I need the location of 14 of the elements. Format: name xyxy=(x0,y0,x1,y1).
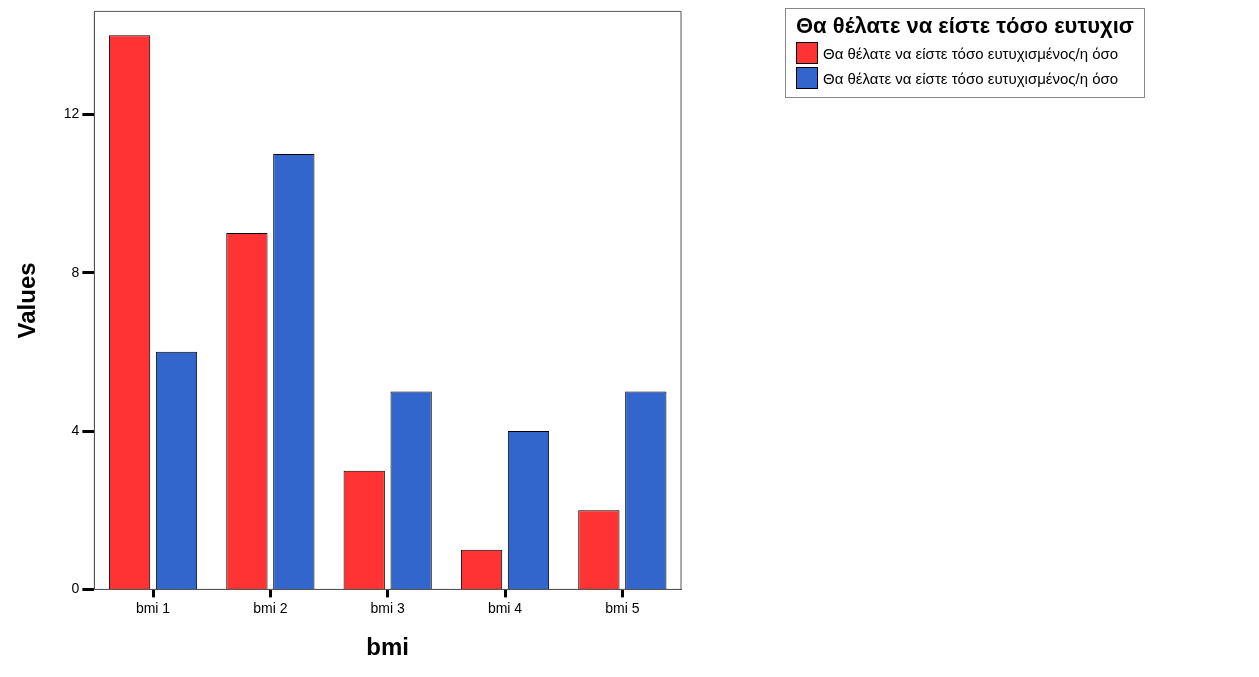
x-tick-label: bmi 5 xyxy=(605,599,640,616)
y-tick-label: 12 xyxy=(63,105,80,122)
legend-label: Θα θέλατε να είστε τόσο ευτυχισμένος/η όσο xyxy=(823,44,1119,62)
legend-label: Θα θέλατε να είστε τόσο ευτυχισμένος/η όσο xyxy=(823,69,1119,87)
y-axis-title: Values xyxy=(13,262,41,339)
x-tick-label: bmi 3 xyxy=(370,599,406,616)
y-tick-label: 0 xyxy=(71,580,80,597)
x-tick-label: bmi 2 xyxy=(253,599,288,616)
x-tick-label: bmi 4 xyxy=(487,599,523,616)
y-tick-label: 4 xyxy=(71,421,80,438)
x-tick-label: bmi 1 xyxy=(135,599,171,616)
y-tick-label: 8 xyxy=(71,263,80,280)
x-axis-title: bmi xyxy=(366,633,410,661)
legend-title: Θα θέλατε να είστε τόσο ευτυχισ xyxy=(796,13,1134,39)
